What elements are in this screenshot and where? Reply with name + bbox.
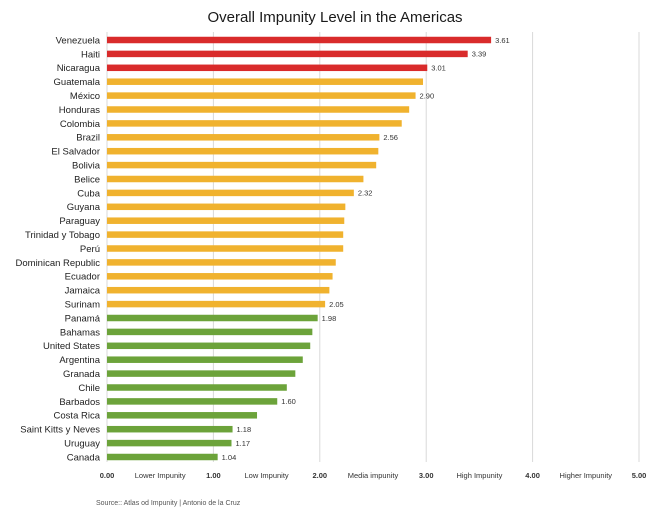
category-label: Granada (63, 369, 101, 380)
bar (107, 217, 345, 224)
bar (107, 64, 428, 72)
category-label: Guyana (67, 202, 101, 213)
zone-label: Low Impunity (245, 471, 289, 480)
x-tick-label: 5.00 (632, 471, 647, 480)
value-label: 1.18 (237, 425, 252, 434)
bar (107, 328, 313, 336)
category-label: Perú (80, 244, 100, 255)
bar (107, 398, 278, 405)
category-label: Saint Kitts y Neves (20, 425, 100, 436)
category-label: Belice (74, 174, 100, 185)
bar (107, 92, 416, 99)
bar (107, 36, 492, 44)
bar (107, 120, 402, 127)
category-label: United States (43, 341, 100, 352)
category-label: Cuba (77, 188, 100, 199)
value-label: 1.98 (322, 314, 337, 323)
source-note: Source:: Atlas od Impunity | Antonio de … (96, 500, 241, 507)
bar (107, 273, 333, 280)
bar (107, 342, 311, 350)
category-label: Ecuador (65, 272, 100, 283)
zone-label: High Impunity (456, 471, 502, 480)
category-label: Guatemala (54, 77, 101, 88)
value-label: 1.04 (222, 453, 237, 462)
bar (107, 245, 344, 252)
category-label: Honduras (59, 105, 100, 116)
bar (107, 412, 258, 419)
category-label: Nicaragua (57, 63, 101, 74)
bar (107, 147, 379, 155)
category-label: Bolivia (72, 161, 101, 172)
bar (107, 425, 233, 433)
bar (107, 286, 330, 294)
value-label: 3.01 (431, 64, 446, 73)
bar (107, 259, 336, 266)
category-label: Argentina (59, 355, 100, 366)
chart-title: Overall Impunity Level in the Americas (207, 9, 463, 26)
value-label: 3.39 (472, 50, 487, 59)
bar (107, 78, 424, 85)
value-label: 2.56 (383, 133, 398, 142)
zone-label: Lower Impunity (135, 471, 186, 480)
category-label: Panamá (65, 313, 101, 324)
category-label: México (70, 91, 100, 102)
bar (107, 453, 218, 461)
value-label: 3.61 (495, 36, 510, 45)
category-label: Barbados (59, 397, 100, 408)
x-tick-label: 4.00 (525, 471, 540, 480)
category-label: Trinidad y Tobago (25, 230, 100, 241)
value-label: 2.90 (420, 91, 435, 100)
bar (107, 370, 296, 377)
bar (107, 231, 344, 238)
category-label: Brazil (76, 133, 100, 144)
category-label: Dominican Republic (16, 258, 101, 269)
category-label: Canada (67, 452, 101, 463)
bar (107, 106, 410, 113)
category-label: Haiti (81, 49, 100, 60)
bar (107, 314, 318, 322)
x-tick-label: 1.00 (206, 471, 221, 480)
bar (107, 134, 380, 141)
zone-label: Higher Impunity (560, 471, 613, 480)
category-label: Chile (78, 383, 100, 394)
x-tick-label: 3.00 (419, 471, 434, 480)
category-label: Colombia (60, 119, 101, 130)
category-label: Uruguay (64, 439, 100, 450)
category-label: El Salvador (51, 147, 100, 158)
category-label: Costa Rica (54, 411, 101, 422)
category-label: Venezuela (56, 35, 101, 46)
bar (107, 175, 364, 183)
value-label: 2.05 (329, 300, 344, 309)
x-tick-label: 0.00 (100, 471, 115, 480)
bar (107, 384, 287, 391)
value-label: 1.17 (235, 439, 250, 448)
bar (107, 356, 303, 363)
category-label: Paraguay (59, 216, 100, 227)
bar (107, 189, 354, 197)
bar (107, 50, 468, 58)
value-label: 1.60 (281, 397, 296, 406)
bar (107, 439, 232, 447)
category-label: Bahamas (60, 327, 100, 338)
bar (107, 300, 326, 308)
bar (107, 161, 377, 169)
zone-label: Media impunity (348, 471, 399, 480)
value-label: 2.32 (358, 189, 373, 198)
category-label: Jamaica (65, 286, 101, 297)
x-tick-label: 2.00 (312, 471, 327, 480)
category-label: Surinam (65, 300, 100, 311)
bar (107, 203, 346, 211)
